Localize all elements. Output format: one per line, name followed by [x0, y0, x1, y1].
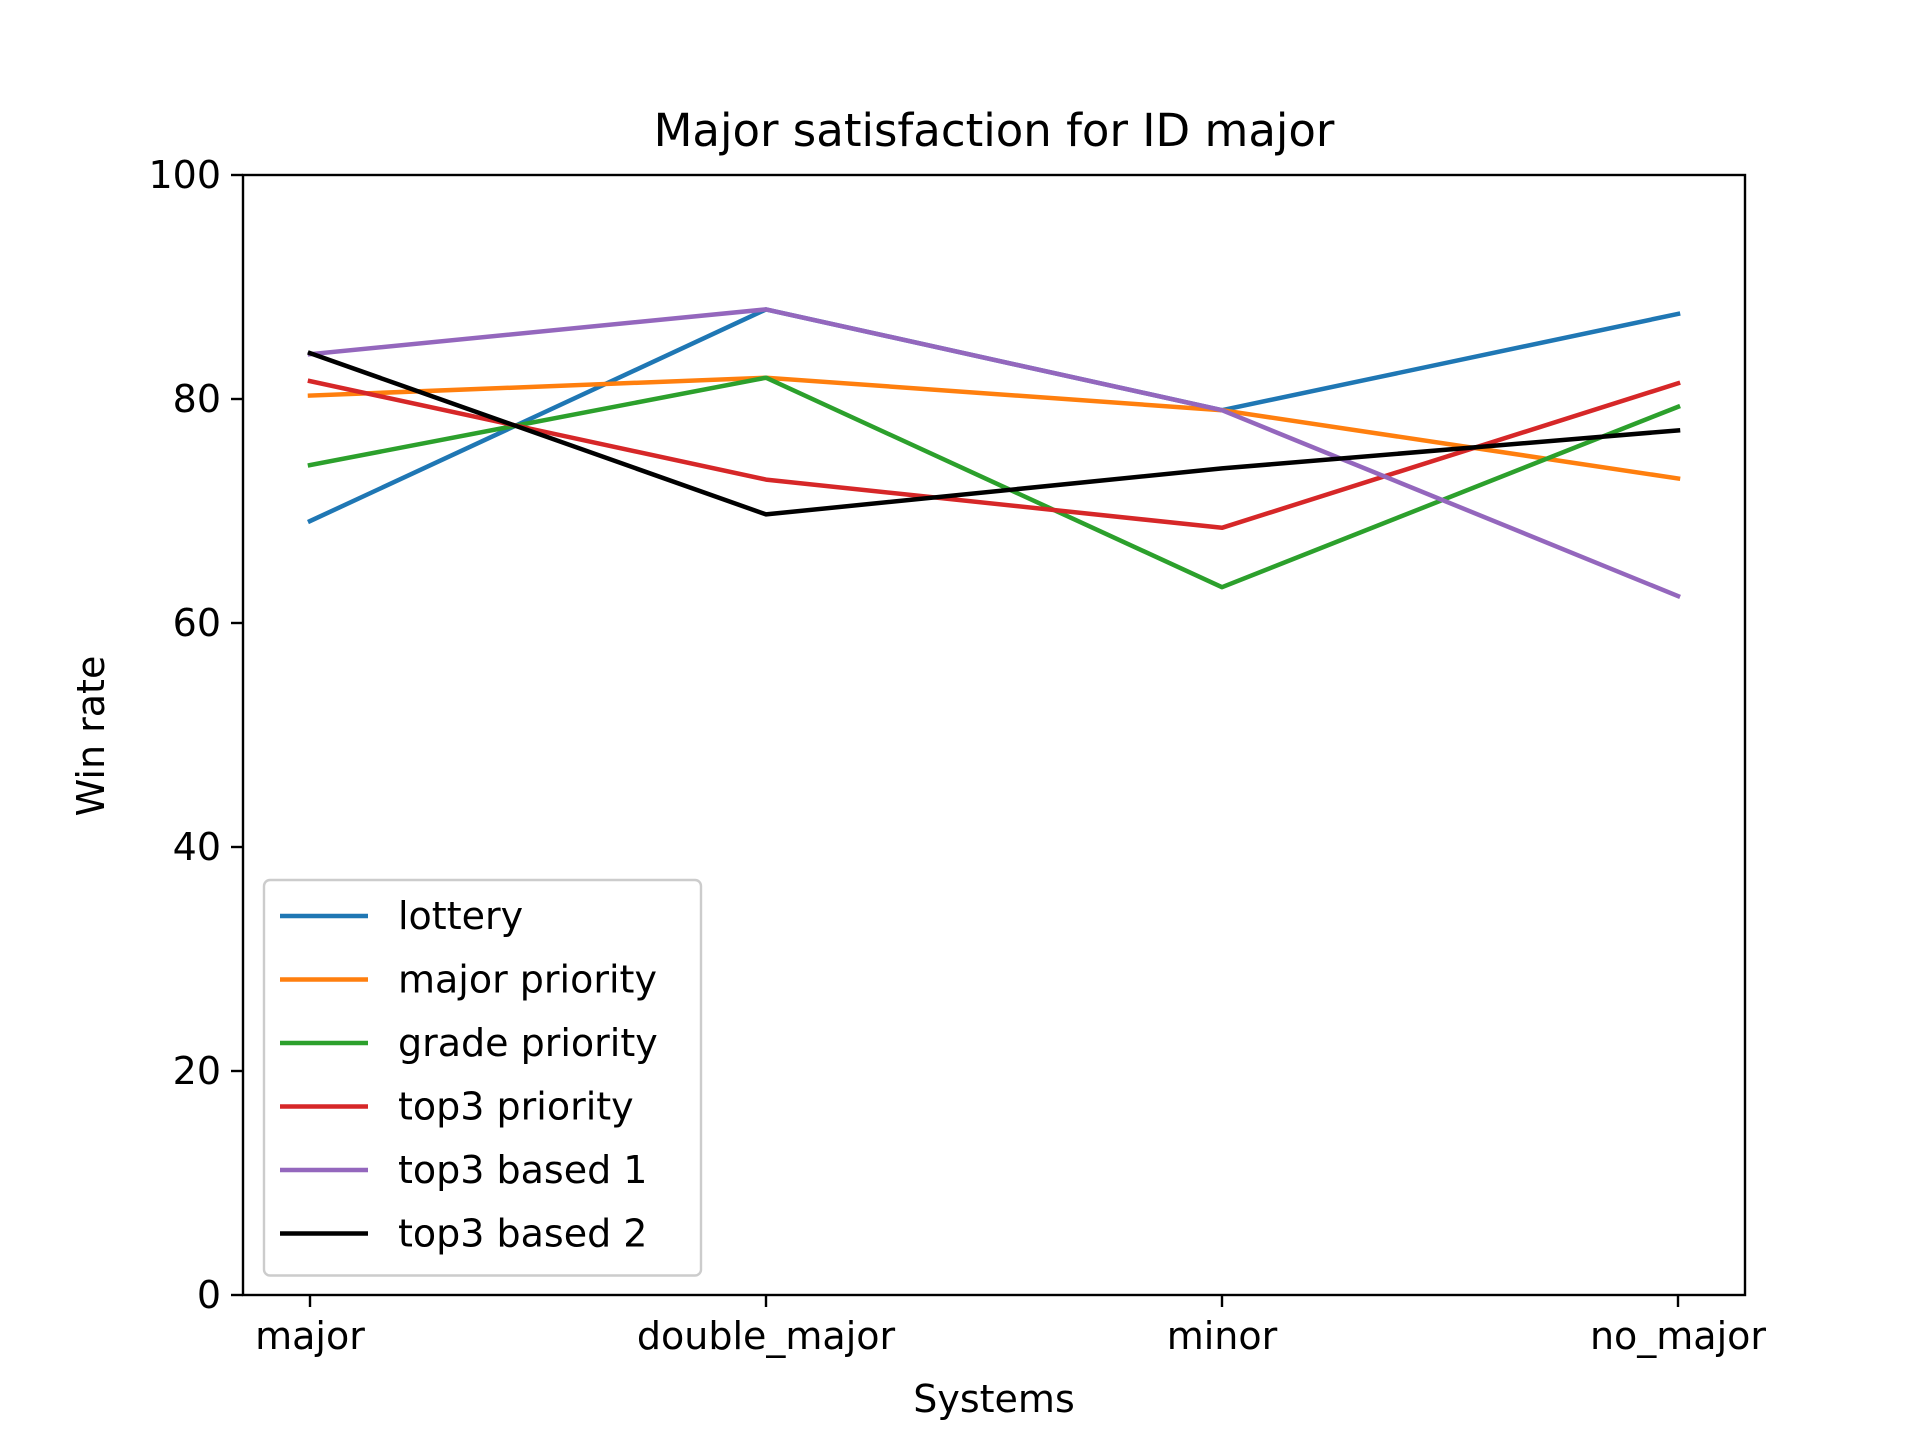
y-tick-label: 60 [173, 601, 221, 645]
y-axis: 0 20 40 60 80 100 [148, 153, 243, 1317]
y-axis-label: Win rate [69, 656, 113, 817]
legend-item: top3 based 2 [280, 1212, 648, 1256]
x-axis: major double_major minor no_major [255, 1295, 1766, 1358]
x-tick-label: minor [1167, 1314, 1278, 1358]
series-line-top3-based-2 [307, 350, 1681, 517]
y-tick-label: 80 [173, 377, 221, 421]
legend-label: lottery [398, 894, 523, 938]
legend-item: grade priority [280, 1021, 658, 1065]
legend-item: lottery [280, 894, 523, 938]
legend-item: major priority [280, 958, 657, 1002]
legend-box [262, 878, 703, 1277]
legend-label: top3 based 1 [398, 1148, 648, 1192]
x-tick-label: no_major [1590, 1314, 1766, 1358]
x-tick-label: double_major [637, 1314, 896, 1358]
legend-items: lottery major priority grade priority top3 … [280, 894, 658, 1256]
series-lines [307, 307, 1681, 600]
series-line-major-priority [307, 375, 1681, 482]
x-axis-label: Systems [913, 1377, 1075, 1421]
legend-label: top3 based 2 [398, 1212, 648, 1256]
y-tick-label: 0 [197, 1273, 221, 1317]
legend-item: top3 priority [280, 1085, 634, 1129]
series-line-grade-priority [307, 375, 1681, 590]
series-line-top3-based-1 [307, 307, 1681, 600]
legend-label: grade priority [398, 1021, 658, 1065]
legend-label: top3 priority [398, 1085, 634, 1129]
legend: lottery major priority grade priority top3 … [262, 878, 703, 1277]
y-tick-label: 20 [173, 1049, 221, 1093]
legend-item: top3 based 1 [280, 1148, 648, 1192]
y-tick-label: 40 [173, 825, 221, 869]
y-tick-label: 100 [148, 153, 221, 197]
plot-area-frame [241, 173, 1747, 1297]
series-line-top3-priority [307, 378, 1681, 531]
chart-title: Major satisfaction for ID major [654, 104, 1335, 157]
legend-label: major priority [398, 958, 657, 1002]
x-tick-label: major [255, 1314, 365, 1358]
